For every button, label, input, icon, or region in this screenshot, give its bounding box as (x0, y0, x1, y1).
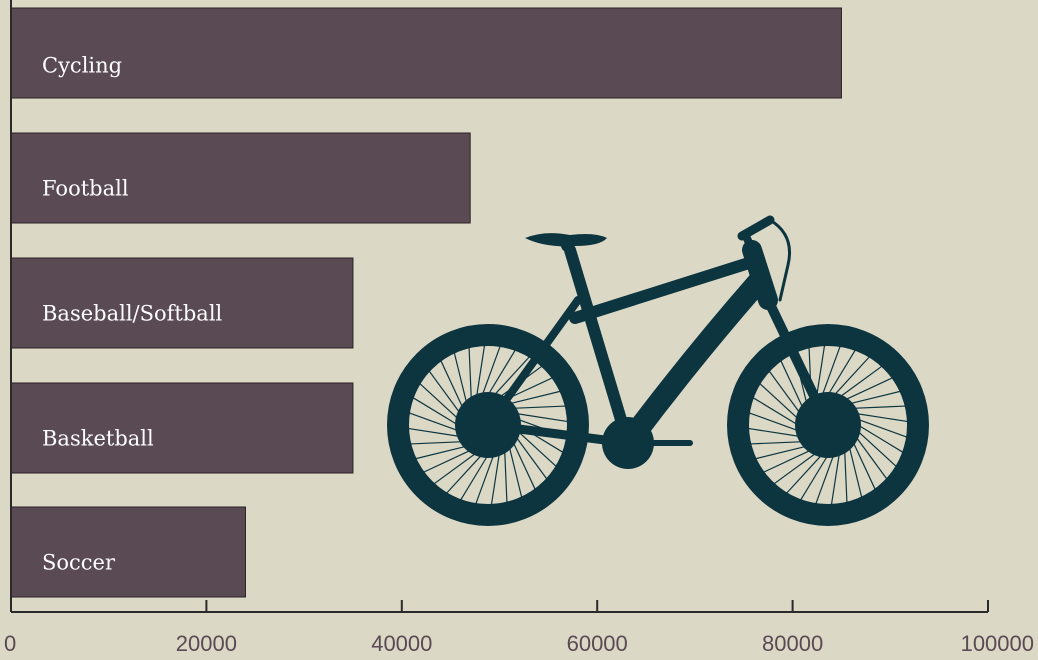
spoke (504, 449, 508, 503)
spoke (433, 452, 477, 485)
category-label: Basketball (42, 426, 154, 450)
spoke (410, 441, 464, 445)
spoke (415, 445, 467, 460)
spoke (460, 454, 489, 501)
category-label: Soccer (42, 550, 116, 574)
spoke (408, 412, 459, 432)
spoke (407, 427, 461, 438)
spoke (419, 382, 459, 420)
spoke (468, 347, 472, 401)
bicycle-illustration (387, 215, 929, 526)
spoke (857, 430, 897, 468)
bar (10, 382, 354, 474)
spoke (512, 441, 536, 490)
spoke (857, 424, 904, 453)
spoke (800, 454, 829, 501)
bar (10, 7, 842, 99)
spoke (515, 412, 569, 423)
spoke (509, 390, 561, 405)
x-tick-label: 100000 (961, 631, 1034, 656)
spoke (440, 360, 464, 409)
spoke (827, 349, 856, 396)
spoke (453, 352, 468, 404)
spoke (748, 412, 799, 432)
x-tick-label: 80000 (762, 631, 823, 656)
spoke (849, 390, 901, 405)
spoke (833, 356, 871, 396)
x-tick-label: 60000 (567, 631, 628, 656)
spoke (475, 454, 495, 505)
bar (10, 257, 354, 349)
spoke (759, 382, 799, 420)
spoke (445, 454, 483, 494)
spoke (475, 344, 486, 398)
spoke (512, 405, 566, 409)
spoke (515, 436, 548, 480)
spoke (839, 365, 883, 398)
spoke (857, 418, 908, 438)
bar (10, 132, 471, 224)
spoke (780, 360, 804, 409)
spoke (852, 405, 906, 409)
spoke (815, 454, 835, 505)
spoke (517, 430, 557, 468)
spoke (821, 345, 841, 396)
category-label: Cycling (42, 53, 122, 77)
spoke (481, 345, 501, 396)
spoke (815, 344, 826, 398)
x-tick-label: 40000 (371, 631, 432, 656)
spoke (773, 452, 817, 485)
spoke (855, 436, 888, 480)
spoke (830, 452, 841, 506)
spoke (755, 445, 807, 460)
spoke (768, 370, 801, 414)
spoke (844, 449, 848, 503)
spoke (844, 377, 893, 401)
category-label: Baseball/Softball (42, 301, 223, 325)
spoke (490, 452, 501, 506)
spoke (747, 427, 801, 438)
bar (10, 506, 246, 598)
spoke (428, 370, 461, 414)
category-label: Football (42, 176, 129, 200)
spoke (493, 356, 531, 396)
spoke (750, 441, 804, 445)
spoke (785, 454, 823, 494)
spoke (855, 412, 909, 423)
x-tick-label: 0 (4, 631, 16, 656)
spoke (848, 446, 863, 498)
spoke (763, 449, 812, 473)
spoke (852, 441, 876, 490)
x-tick-label: 20000 (176, 631, 237, 656)
spoke (487, 349, 516, 396)
spoke (423, 449, 472, 473)
spoke (508, 446, 523, 498)
spoke (412, 397, 459, 426)
spoke (752, 397, 799, 426)
